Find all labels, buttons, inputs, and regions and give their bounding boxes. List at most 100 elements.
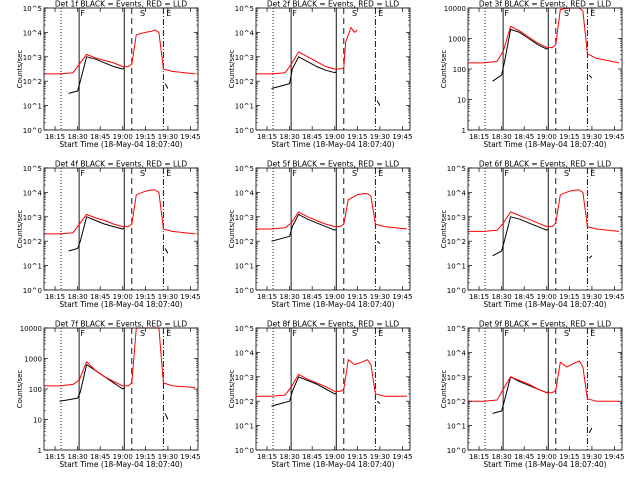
x-tick-label: 18:45 [90, 453, 110, 461]
x-tick-label: 18:45 [302, 133, 322, 141]
series-line-events [492, 28, 549, 82]
y-tick-label: 10^2 [447, 238, 466, 246]
x-tick-label: 19:00 [113, 453, 133, 461]
y-axis-label: Counts/sec [440, 370, 448, 409]
x-tick-label: 18:30 [68, 453, 88, 461]
flag-label: S [352, 329, 357, 338]
plot-frame [43, 7, 199, 131]
plot-frame [467, 7, 623, 131]
flag-label: E [378, 9, 383, 18]
x-tick-label: 18:45 [302, 453, 322, 461]
series-line-events [164, 413, 169, 420]
x-tick-label: 19:00 [325, 293, 345, 301]
x-tick-label: 18:30 [280, 453, 300, 461]
panel-title: Det 9f BLACK = Events, RED = LLD [479, 320, 612, 329]
y-tick-label: 10^2 [235, 398, 254, 406]
x-axis-label: Start Time (18-May-04 18:07:40) [59, 300, 182, 309]
y-tick-label: 10^3 [235, 214, 254, 222]
y-tick-label: 10^1 [23, 263, 42, 271]
x-tick-label: 19:45 [180, 293, 200, 301]
panel-title: Det 7f BLACK = Events, RED = LLD [55, 320, 188, 329]
y-axis-label: Counts/sec [228, 50, 236, 89]
x-tick-label: 19:30 [582, 133, 602, 141]
y-tick-label: 1000 [24, 356, 42, 364]
series-line-events [588, 74, 593, 79]
y-tick-label: 10000 [444, 5, 466, 13]
x-axis-label: Start Time (18-May-04 18:07:40) [271, 460, 394, 469]
x-tick-label: 18:45 [514, 293, 534, 301]
y-tick-label: 10^2 [235, 238, 254, 246]
y-tick-label: 10^2 [23, 238, 42, 246]
x-tick-label: 19:45 [180, 133, 200, 141]
y-axis-label: Counts/sec [16, 210, 24, 249]
y-tick-label: 10^5 [235, 325, 254, 333]
y-tick-label: 10^1 [447, 263, 466, 271]
series-line-events [376, 240, 381, 244]
y-axis-label: Counts/sec [228, 210, 236, 249]
panel-title: Det 5f BLACK = Events, RED = LLD [267, 160, 400, 169]
flag-label: F [504, 169, 509, 178]
series-line-lld [256, 359, 407, 397]
y-axis-label: Counts/sec [440, 50, 448, 89]
x-axis-label: Start Time (18-May-04 18:07:40) [59, 140, 182, 149]
x-tick-label: 18:45 [514, 453, 534, 461]
y-tick-label: 10^5 [235, 165, 254, 173]
y-tick-label: 10^4 [447, 349, 467, 357]
y-tick-label: 1 [38, 447, 42, 455]
panel-title: Det 1f BLACK = Events, RED = LLD [55, 0, 188, 9]
panel-title: Det 8f BLACK = Events, RED = LLD [267, 320, 400, 329]
y-tick-label: 10^4 [235, 189, 255, 197]
x-tick-label: 19:45 [604, 293, 624, 301]
x-tick-label: 18:30 [492, 133, 512, 141]
y-tick-label: 10^4 [447, 189, 467, 197]
x-tick-label: 18:30 [280, 293, 300, 301]
flag-label: S [352, 169, 357, 178]
x-tick-label: 19:00 [537, 453, 557, 461]
series-line-events [588, 427, 593, 434]
x-tick-label: 19:15 [559, 293, 579, 301]
y-tick-label: 10^0 [447, 287, 466, 295]
y-tick-label: 10^5 [23, 5, 42, 13]
flag-label: F [80, 329, 85, 338]
x-tick-label: 19:15 [347, 293, 367, 301]
x-tick-label: 19:15 [135, 133, 155, 141]
flag-label: S [352, 9, 357, 18]
series-line-events [271, 376, 337, 407]
flag-label: F [504, 329, 509, 338]
x-tick-label: 18:15 [45, 453, 65, 461]
x-tick-label: 18:15 [469, 293, 489, 301]
flag-label: S [564, 169, 569, 178]
y-tick-label: 10^4 [235, 29, 255, 37]
y-tick-label: 100 [453, 66, 466, 74]
series-line-events [271, 56, 337, 89]
flag-label: E [378, 329, 383, 338]
x-tick-label: 18:45 [90, 133, 110, 141]
y-tick-label: 10^5 [447, 165, 466, 173]
flag-label: S [564, 9, 569, 18]
y-tick-label: 10^0 [235, 447, 254, 455]
plot-frame [43, 327, 199, 451]
y-tick-label: 10^2 [235, 78, 254, 86]
series-line-events [376, 100, 381, 106]
y-tick-label: 10^4 [235, 349, 255, 357]
y-axis-label: Counts/sec [16, 370, 24, 409]
x-tick-label: 18:30 [280, 133, 300, 141]
series-line-events [588, 255, 593, 259]
x-tick-label: 19:00 [537, 133, 557, 141]
y-tick-label: 10^3 [235, 54, 254, 62]
series-line-events [492, 376, 549, 414]
flag-label: F [80, 9, 85, 18]
series-line-events [164, 248, 169, 254]
flag-label: F [80, 169, 85, 178]
x-tick-label: 19:45 [604, 133, 624, 141]
flag-label: E [590, 329, 595, 338]
y-tick-label: 10^3 [235, 374, 254, 382]
y-tick-label: 1000 [448, 36, 466, 44]
y-tick-label: 10^1 [235, 103, 254, 111]
